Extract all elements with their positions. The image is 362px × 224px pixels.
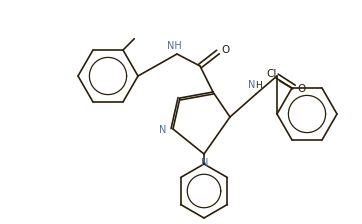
Text: N: N <box>159 125 167 135</box>
Text: O: O <box>298 84 306 94</box>
Text: O: O <box>221 45 229 55</box>
Text: H: H <box>254 80 261 90</box>
Text: Cl: Cl <box>267 69 277 79</box>
Text: NH: NH <box>167 41 181 51</box>
Text: N: N <box>248 80 256 90</box>
Text: N: N <box>201 158 209 168</box>
